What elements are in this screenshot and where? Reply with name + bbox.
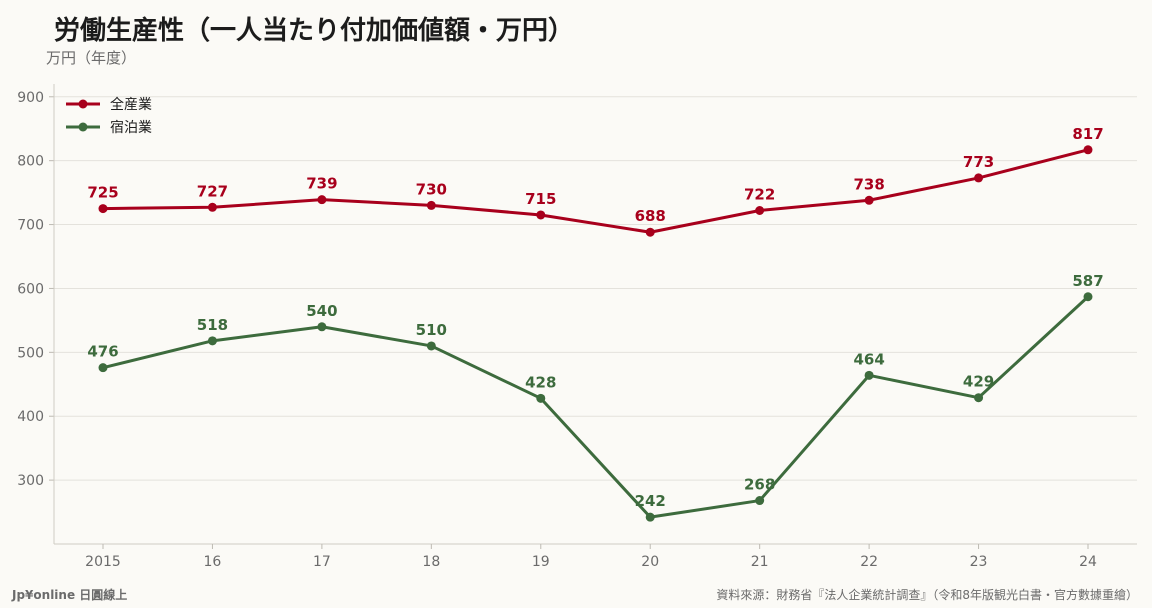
data-point (536, 393, 546, 403)
data-point (98, 363, 108, 373)
data-point (864, 195, 874, 205)
x-tick-label-23: 23 (970, 554, 988, 570)
y-tick-label-300: 300 (17, 473, 44, 489)
y-tick-label-800: 800 (17, 154, 44, 170)
data-point (1083, 292, 1093, 302)
data-point (98, 204, 108, 214)
y-tick-label-600: 600 (17, 281, 44, 297)
x-tick-label-24: 24 (1079, 554, 1097, 570)
x-tick-label-17: 17 (313, 554, 331, 570)
data-point (645, 512, 655, 522)
data-label: 715 (525, 190, 556, 208)
data-label: 730 (416, 180, 447, 198)
data-label: 540 (306, 302, 337, 320)
data-point (426, 341, 436, 351)
data-label: 268 (744, 476, 775, 494)
data-label: 428 (525, 373, 556, 391)
series-group: 725 727 739 730 715 688 722 738 773 817 476 518 540 5… (87, 125, 1104, 522)
y-unit-label: 万円（年度） (46, 49, 137, 67)
data-point (317, 322, 327, 332)
x-tick-label-16: 16 (204, 554, 222, 570)
legend-swatch-marker (78, 122, 88, 132)
data-label: 429 (963, 373, 994, 391)
x-tick-label-21: 21 (751, 554, 769, 570)
data-point (426, 200, 436, 210)
data-point (536, 210, 546, 220)
data-label: 727 (197, 182, 228, 200)
brand-footer: Jp¥online 日圓線上 (12, 588, 128, 602)
series-1: 725 727 739 730 715 688 722 738 773 817 (87, 125, 1104, 237)
data-label: 518 (197, 316, 228, 334)
legend-item-2: 宿泊業 (66, 119, 152, 136)
data-point (974, 173, 984, 183)
legend-swatch-marker (78, 99, 88, 109)
source-note: 資料來源：財務省『法人企業統計調查』（令和8年版観光白書・官方數據重繪） (716, 588, 1138, 602)
y-tick-label-700: 700 (17, 218, 44, 234)
x-tick-label-19: 19 (532, 554, 550, 570)
x-tick-label-22: 22 (860, 554, 878, 570)
x-tick-label-20: 20 (641, 554, 659, 570)
data-label: 725 (87, 184, 118, 202)
gridlines (54, 96, 1137, 481)
series-line-2 (102, 295, 1090, 519)
data-label: 688 (635, 207, 666, 225)
data-label: 464 (853, 350, 884, 368)
data-point (317, 195, 327, 205)
chart-title: 労働生産性（一人当たり付加価値額・万円） (54, 16, 575, 46)
x-tick-label-2015: 2015 (85, 554, 121, 570)
axes: 300 400 500 600 700 800 900 2015 16 17 18 19 20 21 22 2… (17, 84, 1137, 570)
y-tick-label-400: 400 (17, 409, 44, 425)
legend-label: 宿泊業 (110, 119, 152, 136)
data-point (645, 227, 655, 237)
data-label: 738 (853, 175, 884, 193)
data-point (1083, 145, 1093, 155)
data-label: 587 (1072, 272, 1103, 290)
data-label: 242 (635, 492, 666, 510)
series-line-1 (102, 148, 1089, 234)
y-tick-label-500: 500 (17, 345, 44, 361)
y-tick-label-900: 900 (17, 90, 44, 106)
data-point (207, 202, 217, 212)
data-point (755, 496, 765, 506)
data-point (864, 370, 874, 380)
data-label: 476 (87, 343, 118, 361)
data-label: 739 (306, 175, 337, 193)
data-label: 773 (963, 153, 994, 171)
legend-item-1: 全産業 (66, 96, 152, 113)
series-2: 476 518 540 510 428 242 268 464 429 587 (87, 272, 1104, 522)
data-label: 510 (416, 321, 447, 339)
x-tick-label-18: 18 (422, 554, 440, 570)
data-point (974, 393, 984, 403)
data-label: 817 (1072, 125, 1103, 143)
data-label: 722 (744, 186, 775, 204)
legend-label: 全産業 (110, 96, 152, 113)
data-point (207, 336, 217, 346)
data-point (755, 206, 765, 215)
